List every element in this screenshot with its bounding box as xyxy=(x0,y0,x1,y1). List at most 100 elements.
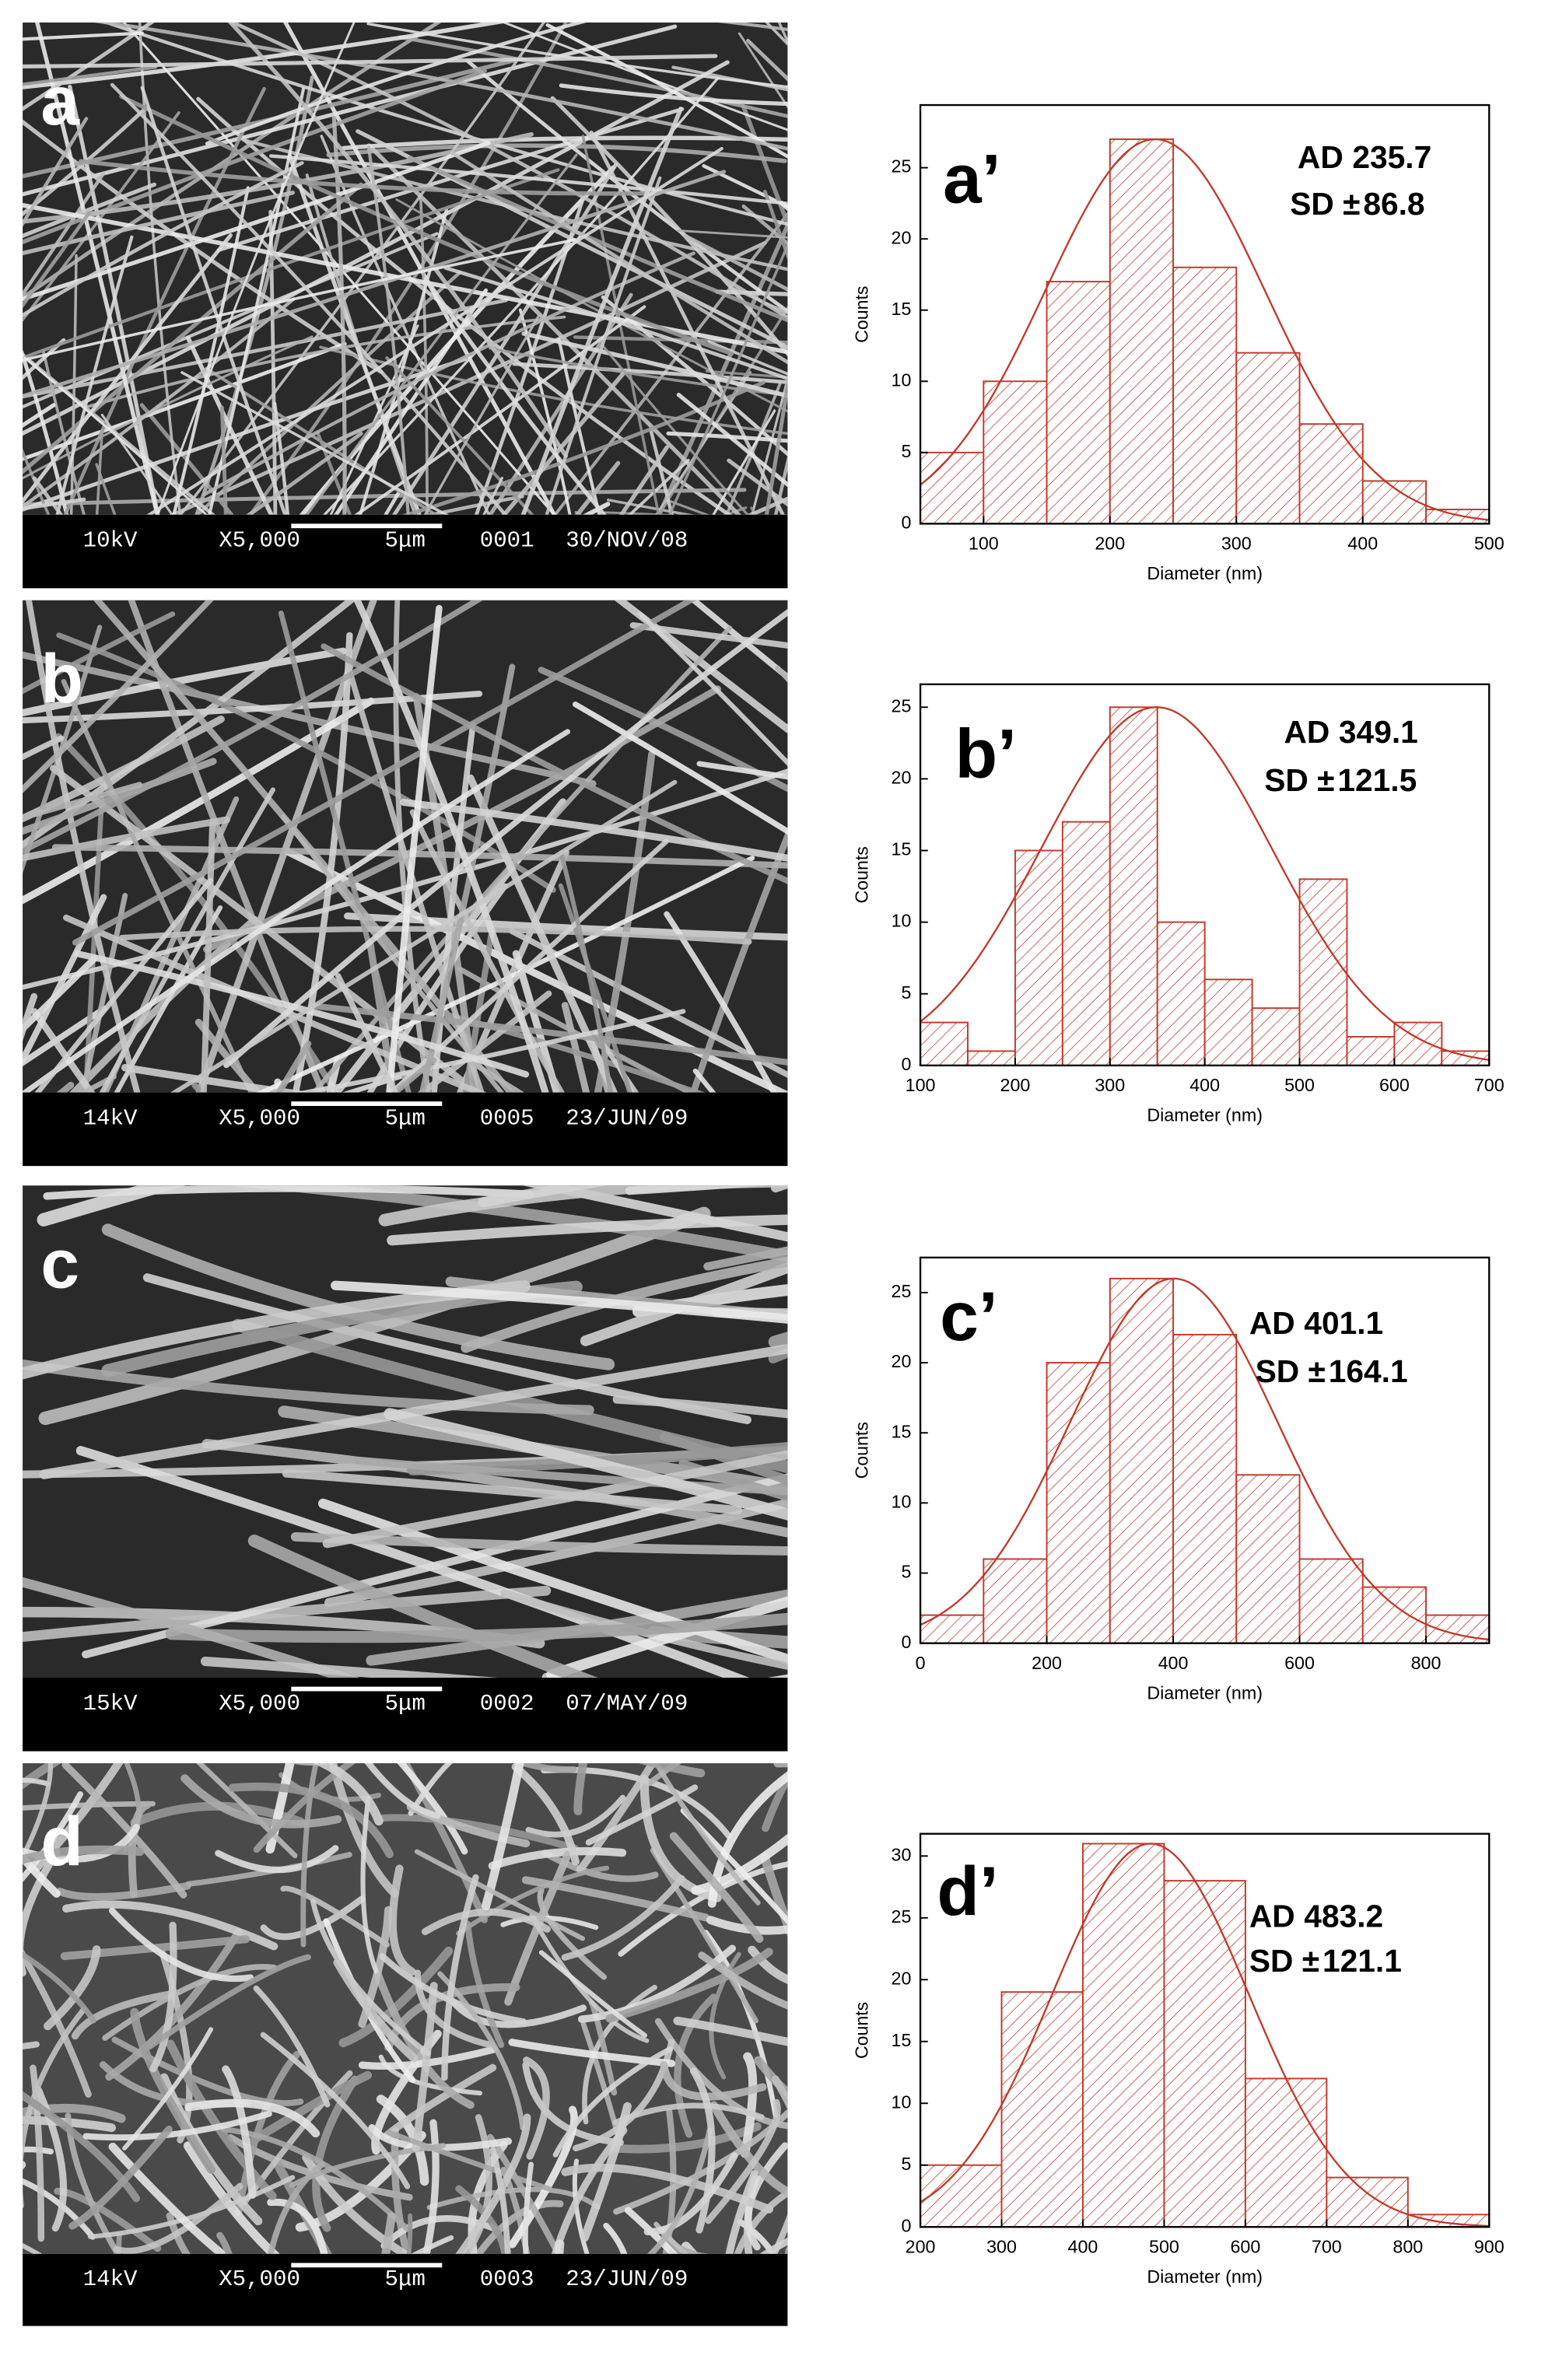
fiber xyxy=(30,2064,45,2242)
bar xyxy=(1361,1586,1427,1644)
sd-value: 121.5 xyxy=(1337,762,1417,798)
info-text: X5,000 xyxy=(219,1691,300,1717)
fiber xyxy=(660,2060,767,2101)
x-tick-label: 700 xyxy=(1474,1075,1505,1095)
fiber xyxy=(450,151,788,365)
y-tick-label: 20 xyxy=(892,1968,912,1988)
fiber xyxy=(23,611,176,695)
fiber xyxy=(38,1206,711,1426)
bar xyxy=(1326,2176,1409,2228)
fit-curve xyxy=(920,706,1490,1061)
fiber xyxy=(23,1359,594,1416)
fiber xyxy=(706,1916,788,1935)
y-tick-label: 25 xyxy=(892,1906,912,1927)
fiber xyxy=(71,1990,180,2040)
fiber xyxy=(23,1845,145,1864)
fiber xyxy=(441,1011,706,1093)
fiber xyxy=(278,610,412,1093)
fiber xyxy=(572,701,788,835)
fiber xyxy=(467,774,618,1093)
fiber xyxy=(393,600,432,1093)
bar xyxy=(1163,1880,1246,2228)
fiber xyxy=(23,1585,552,1643)
fiber xyxy=(391,2126,412,2254)
fiber xyxy=(689,2067,716,2234)
frame xyxy=(919,1832,1491,2228)
fiber xyxy=(669,1832,764,1943)
x-tick-label: 500 xyxy=(1284,1075,1315,1095)
fiber xyxy=(23,697,375,905)
fiber xyxy=(110,82,508,515)
bar xyxy=(1014,849,1063,1066)
fiber xyxy=(43,1185,534,1200)
fiber xyxy=(518,308,572,515)
fiber xyxy=(72,600,697,946)
y-tick-label: 10 xyxy=(892,911,912,931)
frame xyxy=(919,1256,1491,1644)
x-tick-label: 800 xyxy=(1411,1653,1442,1673)
fiber xyxy=(667,241,788,515)
fiber xyxy=(68,2125,173,2230)
fiber xyxy=(689,827,788,1093)
fiber xyxy=(23,2242,43,2254)
fiber xyxy=(762,1770,788,1832)
fiber xyxy=(139,403,234,515)
x-tick-label: 700 xyxy=(1312,2236,1342,2256)
fiber xyxy=(489,346,788,397)
info-text: 07/MAY/09 xyxy=(566,1691,688,1717)
bar xyxy=(1000,1991,1084,2228)
fiber xyxy=(423,314,541,515)
fiber xyxy=(538,667,788,793)
bar xyxy=(920,2164,1003,2228)
bar xyxy=(1156,921,1206,1066)
bar xyxy=(983,1558,1048,1644)
bar xyxy=(920,1021,969,1066)
fiber xyxy=(145,146,723,515)
x-axis-label: Diameter (nm) xyxy=(1147,2266,1263,2287)
bar xyxy=(1172,266,1238,525)
fiber xyxy=(82,1473,788,1659)
fiber xyxy=(705,2098,781,2224)
sd-label: SD ± xyxy=(1264,762,1334,798)
ad-label: AD xyxy=(1298,139,1344,175)
fiber xyxy=(25,600,141,1093)
fiber xyxy=(334,288,489,515)
fibers xyxy=(23,600,788,1093)
y-tick-label: 10 xyxy=(892,1492,912,1512)
y-axis-label: Counts xyxy=(851,2002,871,2059)
fiber xyxy=(457,966,695,1093)
fiber xyxy=(0,233,9,1043)
fiber xyxy=(23,768,788,990)
fiber xyxy=(105,1928,243,2081)
fiber xyxy=(395,198,788,413)
info-text: 5μm xyxy=(385,2266,426,2292)
fiber xyxy=(82,315,566,410)
y-axis-label: Counts xyxy=(851,1422,871,1479)
y-tick-label: 20 xyxy=(892,768,912,788)
fiber xyxy=(523,2161,534,2254)
fiber xyxy=(305,153,578,515)
fiber xyxy=(594,750,656,1093)
fiber xyxy=(388,838,669,1093)
fiber xyxy=(683,233,788,292)
info-text: 23/JUN/09 xyxy=(566,2266,688,2292)
panel-letter: a xyxy=(40,61,80,139)
fiber xyxy=(576,1763,657,1874)
bar xyxy=(920,451,985,525)
fiber xyxy=(603,2222,628,2254)
fiber xyxy=(734,2189,788,2254)
fiber xyxy=(417,990,552,1093)
fiber xyxy=(412,693,478,1093)
fiber xyxy=(23,141,491,302)
fiber xyxy=(589,130,785,515)
fiber xyxy=(643,2152,738,2236)
fiber xyxy=(381,2212,396,2254)
bar xyxy=(1244,2077,1328,2228)
sem-panel: 15kV X5,000 5μm 0002 07/MAY/09 c xyxy=(23,1185,788,1752)
fiber xyxy=(108,1907,254,1983)
fiber xyxy=(23,2103,126,2123)
fiber xyxy=(509,928,788,1079)
fiber xyxy=(580,1262,788,1346)
fiber xyxy=(23,357,468,512)
